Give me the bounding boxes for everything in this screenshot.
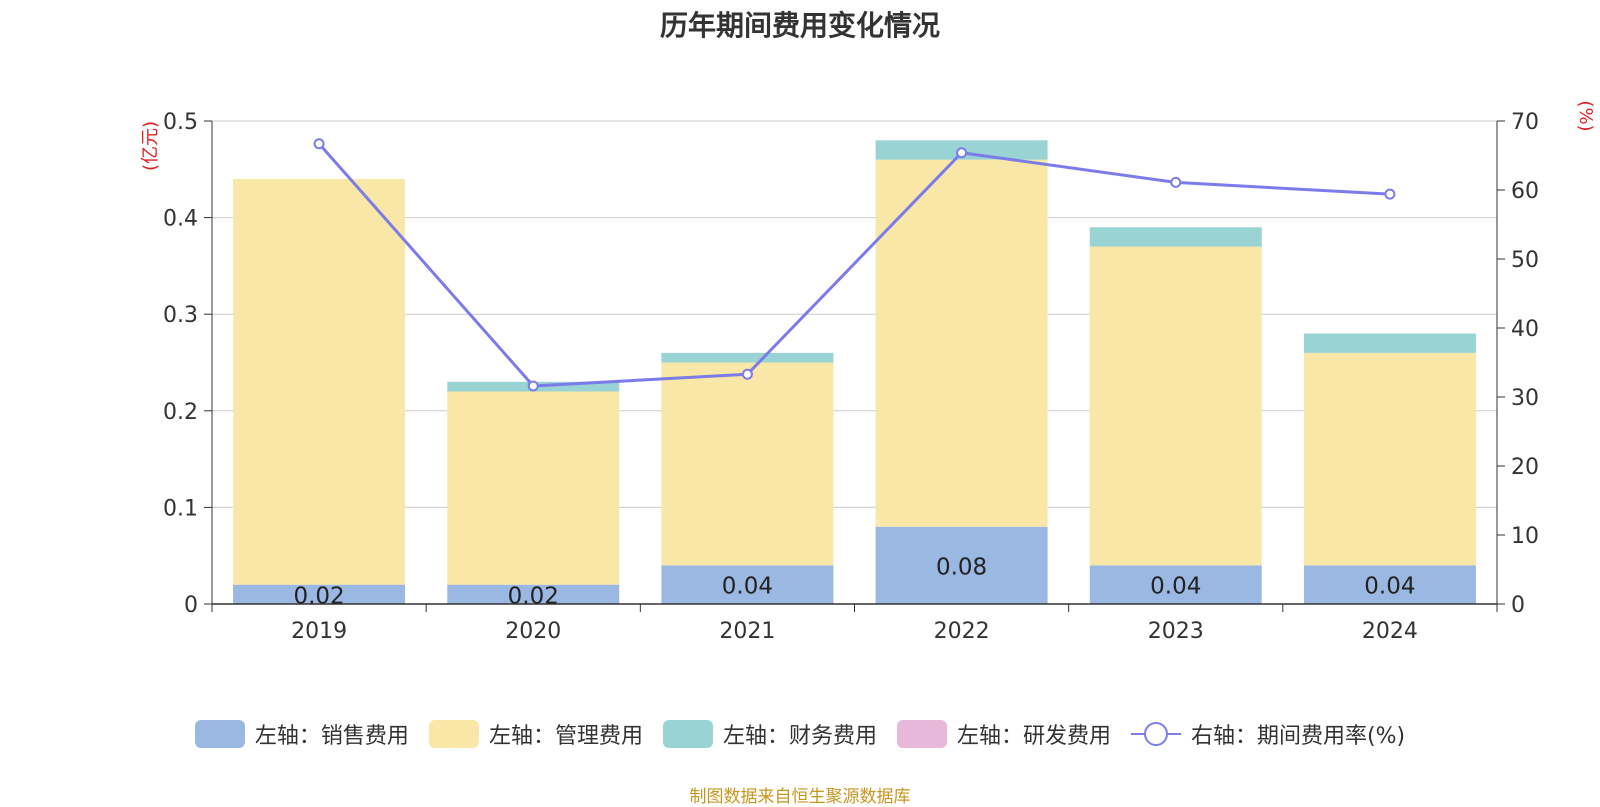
bar-segment [1089,246,1262,566]
y-right-tick-label: 20 [1511,455,1539,480]
y-right-tick-label: 10 [1511,524,1539,549]
bar-segment [1089,565,1262,604]
legend: 左轴：销售费用 左轴：管理费用 左轴：财务费用 左轴：研发费用 右轴：期间费用率(%) [0,718,1600,750]
bar-segment [875,159,1048,527]
legend-line-marker [1130,720,1181,748]
chart-title: 历年期间费用变化情况 [659,9,940,42]
line-point [741,368,753,380]
bar-segment [447,391,620,585]
x-tick-label: 2019 [291,619,347,644]
bar-segment [1303,565,1476,604]
bar-segment [661,352,834,363]
bar-segment [233,584,406,604]
x-tick-label: 2024 [1362,619,1418,644]
legend-item[interactable]: 左轴：财务费用 [662,718,877,750]
legend-swatch [662,720,713,748]
y-left-axis-label: (亿元) [140,121,161,171]
y-right-tick-label: 50 [1511,248,1539,273]
y-right-tick-label: 40 [1511,317,1539,342]
y-right-tick-label: 70 [1511,110,1539,135]
bar-data-label: 0.08 [936,554,987,580]
legend-label: 左轴：财务费用 [722,724,877,749]
x-tick-label: 2022 [934,619,990,644]
y-right-tick-label: 60 [1511,179,1539,204]
bar-data-label: 0.02 [508,583,559,609]
x-tick-label: 2023 [1148,619,1204,644]
bar-segment [233,178,406,585]
bar-segment [661,565,834,604]
legend-item[interactable]: 左轴：管理费用 [428,718,643,750]
bar-segment [1089,227,1262,247]
legend-label: 右轴：期间费用率(%) [1190,724,1406,749]
bar-data-label: 0.02 [293,583,344,609]
line-point [1170,176,1182,188]
legend-label: 左轴：管理费用 [488,724,643,749]
legend-item[interactable]: 左轴：销售费用 [194,718,409,750]
legend-item[interactable]: 左轴：研发费用 [896,718,1111,750]
x-tick-label: 2020 [505,619,561,644]
bar-data-label: 0.04 [722,574,773,600]
y-left-tick-label: 0.1 [163,496,198,521]
y-right-axis-label: (%) [1575,100,1596,131]
expense-rate-line [317,142,1390,388]
line-point [1384,188,1396,200]
y-left-tick-label: 0 [184,593,198,618]
bar-segment [661,362,834,566]
line-point [527,380,539,392]
y-right-tick-label: 0 [1511,593,1525,618]
bar-segment [1303,333,1476,353]
bar-segment [1303,352,1476,566]
legend-item[interactable]: 右轴：期间费用率(%) [1130,718,1406,750]
legend-label: 左轴：销售费用 [254,724,409,749]
bar-data-label: 0.04 [1364,574,1415,600]
data-source-note: 制图数据来自恒生聚源数据库 [689,787,911,807]
legend-label: 左轴：研发费用 [956,724,1111,749]
x-tick-label: 2021 [719,619,775,644]
y-right-tick-label: 30 [1511,386,1539,411]
legend-swatch [194,720,245,748]
y-left-tick-label: 0.3 [163,303,198,328]
line-point [956,147,968,159]
y-left-tick-label: 0.2 [163,400,198,425]
bar-segment [875,526,1048,604]
bar-data-label: 0.04 [1150,574,1201,600]
y-left-tick-label: 0.4 [163,207,198,232]
legend-swatch [428,720,479,748]
chart-area: 0 0.1 0.2 0.3 0.4 0.5 0 10 20 30 40 50 60 70 (亿元) (%) 0.… [140,100,1596,644]
y-left-tick-label: 0.5 [163,110,198,135]
bar-segment [447,584,620,604]
legend-swatch [896,720,947,748]
line-point [313,138,325,150]
